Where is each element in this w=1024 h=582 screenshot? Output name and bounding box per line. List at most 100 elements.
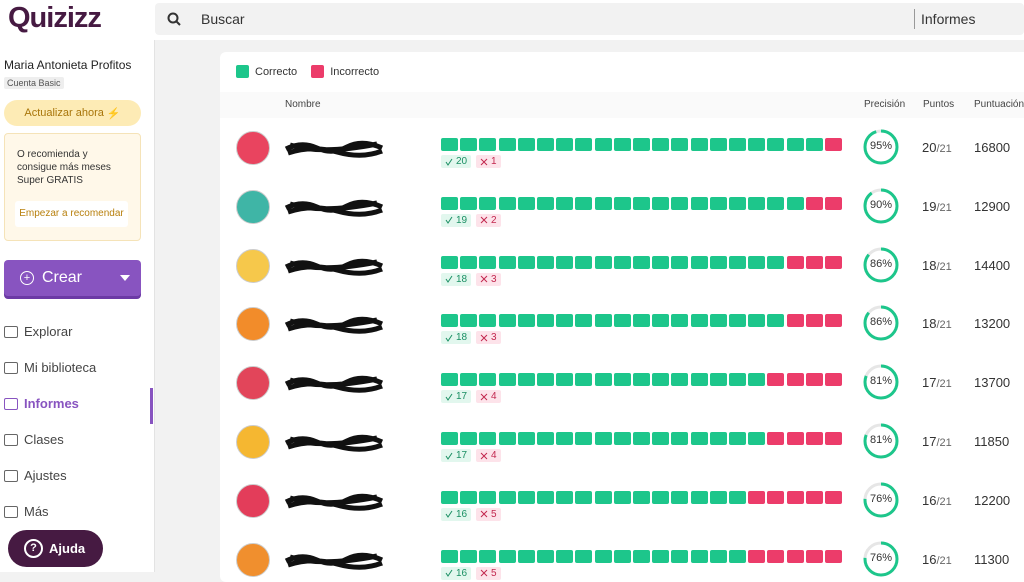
correct-count: 19	[441, 213, 472, 227]
correct-box	[690, 549, 708, 563]
correct-box	[671, 314, 689, 328]
score: 14400	[974, 257, 1011, 273]
accuracy-label: 76%	[869, 551, 893, 564]
points-total: /21	[936, 378, 952, 391]
incorrect-box	[805, 549, 823, 563]
check-icon	[445, 511, 453, 519]
correct-box	[767, 314, 785, 328]
plus-icon: +	[20, 271, 34, 285]
incorrect-box	[767, 432, 785, 445]
section-title: Informes	[921, 11, 976, 27]
correct-number: 16	[456, 567, 468, 579]
header-score: Puntuación	[974, 99, 1024, 110]
correct-box	[709, 255, 727, 269]
divider	[914, 9, 915, 29]
upgrade-button[interactable]: Actualizar ahora ⚡	[4, 100, 141, 126]
correct-box	[690, 432, 708, 445]
correct-box	[690, 373, 708, 387]
cross-icon	[480, 452, 488, 459]
points: 20/21	[922, 140, 952, 155]
cross-icon	[480, 275, 488, 283]
incorrect-box	[786, 432, 804, 445]
nav-item[interactable]: Informes	[4, 396, 79, 411]
correct-box	[441, 490, 458, 504]
incorrect-box	[825, 373, 842, 387]
correct-box	[671, 196, 689, 210]
correct-box	[517, 490, 535, 504]
points: 17/21	[922, 434, 952, 449]
report-card: Correcto Incorrecto Nombre Precisión Pun…	[220, 52, 1024, 582]
incorrect-box	[805, 255, 823, 269]
correct-box	[460, 196, 478, 210]
correct-count: 20	[441, 155, 472, 168]
correct-box	[613, 432, 631, 445]
incorrect-number: 5	[491, 567, 497, 579]
incorrect-count: 3	[476, 272, 501, 286]
correct-box	[671, 490, 689, 504]
correct-box	[479, 373, 497, 387]
score: 11850	[974, 434, 1010, 449]
correct-box	[729, 255, 746, 269]
incorrect-box	[805, 314, 823, 328]
nav-item[interactable]: Mi biblioteca	[4, 360, 96, 375]
nav-item[interactable]: Ajustes	[4, 468, 67, 483]
correct-box	[517, 138, 535, 151]
correct-box	[767, 196, 785, 210]
correct-number: 17	[456, 391, 468, 403]
create-button[interactable]: + Crear	[4, 260, 141, 296]
accuracy-label: 86%	[869, 257, 893, 270]
promo-box: O recomienda y consigue más meses Super …	[4, 133, 141, 241]
active-indicator	[150, 388, 153, 424]
correct-box	[517, 196, 535, 210]
plan-badge: Cuenta Basic	[4, 77, 64, 89]
nav-item[interactable]: Más	[4, 504, 49, 519]
incorrect-number: 5	[491, 508, 497, 520]
cross-icon	[480, 393, 488, 401]
logo[interactable]: Quizizz	[8, 2, 102, 34]
correct-box	[729, 432, 746, 445]
points: 16/21	[922, 552, 952, 567]
correct-box	[537, 373, 554, 387]
points-total: /21	[936, 143, 952, 155]
points-total: /21	[936, 437, 952, 449]
redacted-name	[284, 552, 384, 570]
score: 12900	[974, 198, 1011, 214]
check-icon	[445, 393, 453, 401]
avatar	[236, 131, 270, 165]
correct-box	[441, 373, 458, 387]
correct-box	[498, 138, 516, 151]
promo-link[interactable]: Empezar a recomendar	[15, 201, 128, 227]
legend-label: Correcto	[255, 65, 298, 78]
score: 12200	[974, 492, 1011, 508]
correct-box	[709, 490, 727, 504]
accuracy-ring	[863, 188, 899, 224]
correct-box	[479, 549, 497, 563]
table-header: Nombre Precisión Puntos Puntuación	[220, 92, 1024, 118]
correct-box	[652, 255, 670, 269]
correct-box	[652, 490, 670, 504]
cross-icon	[480, 158, 488, 165]
accuracy-ring	[863, 247, 899, 283]
search-bar[interactable]: Buscar Informes	[155, 3, 1024, 35]
correct-box	[517, 432, 535, 445]
redacted-name	[284, 375, 384, 393]
sidebar: Maria Antonieta Profitos Cuenta Basic Ac…	[0, 40, 155, 572]
nav-item[interactable]: Clases	[4, 432, 64, 447]
nav-item[interactable]: Explorar	[4, 324, 72, 339]
correct-box	[671, 549, 689, 563]
score: 11300	[974, 551, 1010, 567]
correct-box	[729, 373, 746, 387]
cross-icon	[480, 334, 488, 342]
correct-box	[767, 138, 785, 151]
accuracy-label: 81%	[869, 434, 893, 446]
correct-box	[498, 196, 516, 210]
points-earned: 17	[922, 434, 937, 449]
correct-box	[575, 314, 593, 328]
top-bar: Quizizz Buscar Informes	[0, 0, 1024, 40]
correct-box	[729, 314, 746, 328]
correct-box	[498, 490, 516, 504]
correct-box	[633, 432, 650, 445]
incorrect-box	[786, 549, 804, 563]
help-button[interactable]: ? Ajuda	[8, 530, 103, 567]
correct-box	[748, 255, 766, 269]
